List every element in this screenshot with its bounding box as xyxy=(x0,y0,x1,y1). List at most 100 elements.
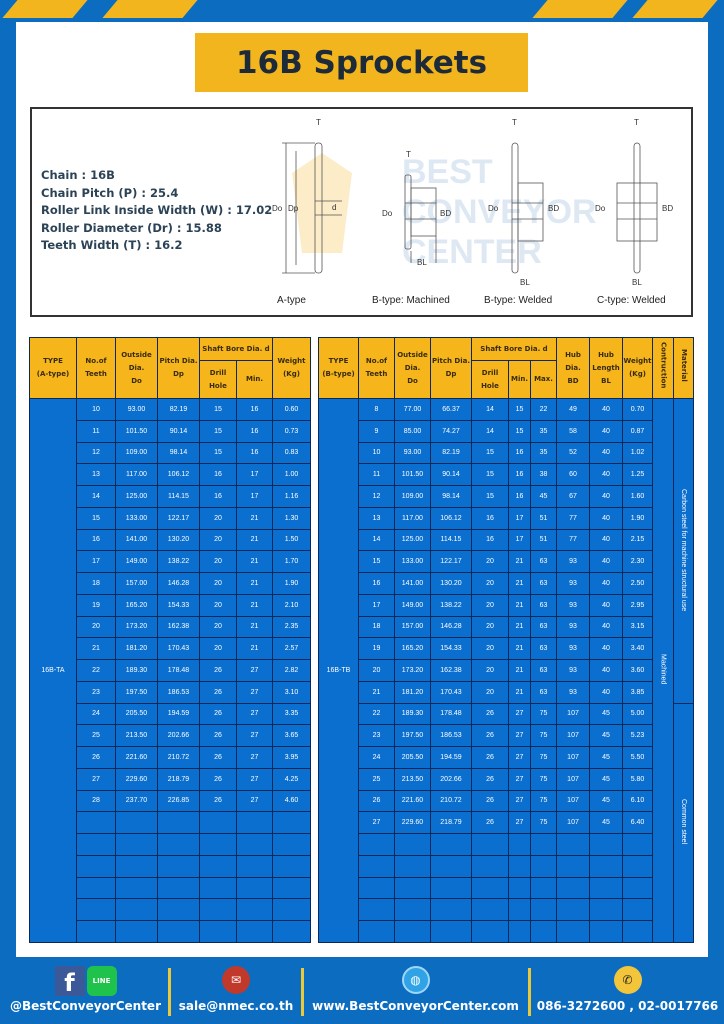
footer-social[interactable]: f LINE @BestConveyorCenter xyxy=(8,960,163,1013)
hub-dia-cell: 77 xyxy=(556,528,591,552)
material-cell: Carbon steel for machine structural use xyxy=(673,398,695,704)
b-type-welded-diagram: BL T Do BD xyxy=(488,118,559,287)
empty-cell xyxy=(236,876,273,900)
empty-cell xyxy=(272,920,311,943)
footer: f LINE @BestConveyorCenter ✉ sale@nmec.c… xyxy=(0,960,724,1024)
spec-pitch: Chain Pitch (P) : 25.4 xyxy=(41,185,179,200)
pitch-dia-cell: 194.59 xyxy=(430,746,472,769)
sprocket-diagrams: BEST CONVEYOR CENTER Do Dp d T BL T Do B… xyxy=(272,118,673,287)
drill-hole-cell: 15 xyxy=(471,485,509,508)
weight-cell: 1.25 xyxy=(622,463,654,486)
empty-row xyxy=(30,854,311,878)
teeth-cell: 23 xyxy=(76,680,116,704)
empty-row xyxy=(319,898,694,921)
weight-cell: 4.60 xyxy=(272,789,311,813)
outside-dia-cell: 189.30 xyxy=(394,702,431,726)
teeth-cell: 12 xyxy=(76,441,116,465)
drill-hole-cell: 26 xyxy=(471,767,509,791)
empty-cell xyxy=(236,854,273,878)
table-row: 16 141.00 130.20 20 21 63 93 40 2.50 xyxy=(319,572,694,595)
empty-cell xyxy=(529,898,558,921)
social-handle[interactable]: @BestConveyorCenter xyxy=(10,999,161,1013)
drill-hole-cell: 15 xyxy=(199,398,237,421)
empty-cell xyxy=(272,811,311,834)
footer-website[interactable]: ◍ www.BestConveyorCenter.com xyxy=(308,960,523,1013)
bore-min-cell: 16 xyxy=(508,463,531,486)
empty-row xyxy=(30,811,311,834)
outside-dia-cell: 149.00 xyxy=(115,550,158,573)
footer-phone[interactable]: ✆ 086-3272600 , 02-0017766 xyxy=(535,960,720,1013)
empty-cell xyxy=(272,898,311,921)
pitch-dia-cell: 122.17 xyxy=(157,506,200,530)
header-type: TYPE (B-type) xyxy=(318,337,359,399)
bore-min-cell: 21 xyxy=(236,506,273,530)
bore-min-cell: 21 xyxy=(508,593,531,617)
svg-text:CENTER: CENTER xyxy=(402,233,542,271)
hub-length-cell: 40 xyxy=(589,550,624,573)
empty-cell xyxy=(394,833,431,856)
a-type-diagram: Do Dp d T xyxy=(272,118,342,274)
table-row: 9 85.00 74.27 14 15 35 58 40 0.87 xyxy=(319,419,694,443)
bore-min-cell: 16 xyxy=(508,441,531,465)
weight-cell: 1.70 xyxy=(272,550,311,573)
svg-text:Do: Do xyxy=(382,209,393,218)
empty-cell xyxy=(556,854,591,878)
hub-length-cell: 40 xyxy=(589,419,624,443)
table-row: 10 93.00 82.19 15 16 35 52 40 1.02 xyxy=(319,441,694,465)
bore-min-cell: 27 xyxy=(236,702,273,726)
empty-cell xyxy=(394,920,431,943)
website-link[interactable]: www.BestConveyorCenter.com xyxy=(312,999,519,1013)
phone-numbers[interactable]: 086-3272600 , 02-0017766 xyxy=(536,999,719,1013)
empty-cell xyxy=(157,811,200,834)
teeth-cell: 24 xyxy=(358,746,395,769)
outside-dia-cell: 173.20 xyxy=(394,659,431,682)
table-row: 26 221.60 210.72 26 27 75 107 45 6.10 xyxy=(319,789,694,813)
facebook-icon[interactable]: f xyxy=(54,966,85,997)
spec-inside-width: Roller Link Inside Width (W) : 17.02 xyxy=(41,203,273,217)
bore-max-cell: 35 xyxy=(529,419,558,443)
drill-hole-cell: 20 xyxy=(199,528,237,552)
bore-max-cell: 38 xyxy=(529,463,558,486)
email-link[interactable]: sale@nmec.co.th xyxy=(178,999,294,1013)
pitch-dia-cell: 114.15 xyxy=(430,528,472,552)
hub-dia-cell: 93 xyxy=(556,680,591,704)
empty-cell xyxy=(508,833,531,856)
teeth-cell: 19 xyxy=(76,593,116,617)
drill-hole-cell: 20 xyxy=(471,593,509,617)
table-row: 27 229.60 218.79 26 27 4.25 xyxy=(30,767,311,791)
teeth-cell: 16 xyxy=(358,572,395,595)
table-row: 16 141.00 130.20 20 21 1.50 xyxy=(30,528,311,552)
table-row: 13 117.00 106.12 16 17 51 77 40 1.90 xyxy=(319,506,694,530)
type-cell: 16B-TA xyxy=(29,398,77,943)
drill-hole-cell: 14 xyxy=(471,398,509,421)
b-type-machined-diagram: BL T Do BD xyxy=(382,150,451,267)
hub-length-cell: 40 xyxy=(589,485,624,508)
table-row: 15 133.00 122.17 20 21 63 93 40 2.30 xyxy=(319,550,694,573)
hub-dia-cell: 107 xyxy=(556,702,591,726)
empty-cell xyxy=(157,854,200,878)
outside-dia-cell: 165.20 xyxy=(394,637,431,660)
teeth-cell: 15 xyxy=(358,550,395,573)
teeth-cell: 13 xyxy=(76,463,116,486)
bore-max-cell: 63 xyxy=(529,593,558,617)
bore-max-cell: 63 xyxy=(529,680,558,704)
empty-cell xyxy=(115,898,158,921)
bore-min-cell: 15 xyxy=(508,419,531,443)
hub-length-cell: 40 xyxy=(589,528,624,552)
teeth-cell: 15 xyxy=(76,506,116,530)
empty-cell xyxy=(394,876,431,900)
bore-max-cell: 45 xyxy=(529,485,558,508)
outside-dia-cell: 117.00 xyxy=(394,506,431,530)
drill-hole-cell: 26 xyxy=(471,746,509,769)
teeth-cell: 10 xyxy=(76,398,116,421)
line-icon[interactable]: LINE xyxy=(86,966,117,996)
empty-cell xyxy=(556,833,591,856)
page-title: 16B Sprockets xyxy=(195,33,528,92)
empty-cell xyxy=(471,833,509,856)
outside-dia-cell: 109.00 xyxy=(394,485,431,508)
footer-email[interactable]: ✉ sale@nmec.co.th xyxy=(176,960,296,1013)
weight-cell: 4.25 xyxy=(272,767,311,791)
hub-length-cell: 40 xyxy=(589,593,624,617)
pitch-dia-cell: 226.85 xyxy=(157,789,200,813)
drill-hole-cell: 15 xyxy=(471,463,509,486)
